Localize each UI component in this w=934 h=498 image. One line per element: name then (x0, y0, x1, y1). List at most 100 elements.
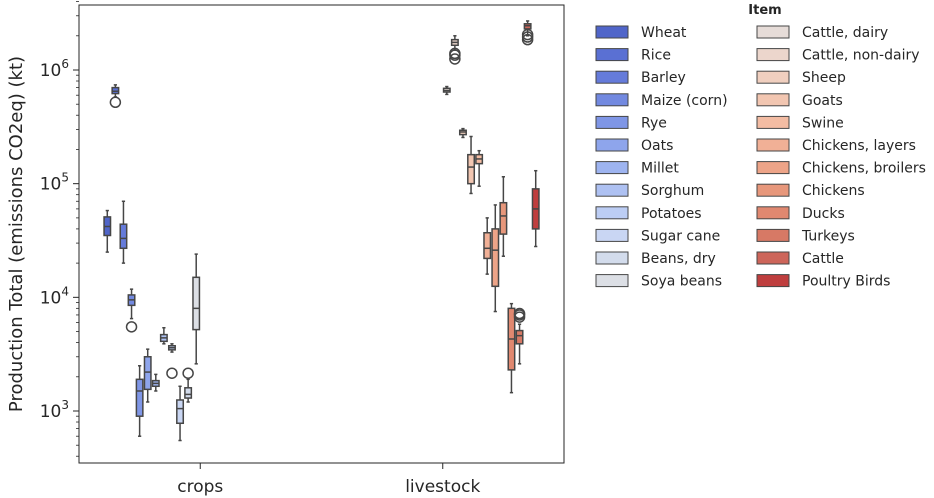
legend-label: Sugar cane (641, 228, 720, 244)
flier-point (513, 307, 526, 320)
legend-label: Potatoes (641, 206, 702, 222)
legend-label: Ducks (802, 206, 845, 222)
legend-item-rye: Rye (595, 115, 667, 131)
flier-point (449, 53, 461, 65)
legend-item-rice: Rice (595, 48, 671, 64)
y-axis: Production Total (emissions CO2eq) (kt) … (6, 1, 79, 457)
legend-item-sheep: Sheep (756, 70, 846, 86)
box-iqr (467, 153, 476, 185)
legend-label: Oats (641, 138, 673, 154)
y-tick-label: 105 (40, 171, 69, 195)
legend-swatch (595, 138, 629, 152)
x-tick-label: livestock (405, 477, 480, 497)
box-iqr (143, 356, 152, 391)
legend-label: Goats (802, 93, 843, 109)
legend-swatch (756, 115, 790, 129)
legend-swatch (595, 274, 629, 288)
flier-point (521, 28, 534, 41)
legend-swatch (595, 25, 629, 39)
legend-item-cattle-non-dairy: Cattle, non-dairy (756, 48, 920, 64)
legend-item-cattle-dairy: Cattle, dairy (756, 25, 888, 41)
legend-swatch (756, 70, 790, 84)
y-tick-label: 103 (40, 398, 69, 422)
legend-label: Barley (641, 70, 686, 86)
y-tick-exponent: 6 (61, 57, 69, 71)
legend-swatch (595, 251, 629, 265)
flier-point (166, 367, 178, 379)
box-oats (143, 348, 152, 403)
legend-item-ducks: Ducks (756, 206, 845, 222)
box-goats (467, 135, 476, 195)
x-tick-label: crops (177, 477, 223, 497)
y-tick-exponent: 5 (61, 171, 69, 185)
legend-item-goats: Goats (756, 93, 843, 109)
box-sheep (458, 127, 467, 139)
legend: Item Wheat Rice Barley Maize (corn) Rye Oats M… (595, 3, 926, 290)
box-cattle-dairy (442, 85, 451, 96)
legend-item-soya-beans: Soya beans (595, 274, 722, 290)
legend-item-oats: Oats (595, 138, 673, 154)
box-rice (109, 84, 122, 109)
legend-label: Cattle, dairy (802, 25, 888, 41)
legend-swatch (595, 93, 629, 107)
legend-item-poultry-birds: Poultry Birds (756, 274, 890, 290)
box-cattle (521, 20, 534, 46)
box-ducks (507, 302, 516, 394)
legend-item-swine: Swine (756, 115, 844, 131)
legend-label: Sorghum (641, 183, 704, 199)
legend-swatch (756, 228, 790, 242)
box-sugar-cane (176, 385, 185, 442)
legend-label: Chickens, broilers (802, 161, 926, 177)
legend-swatch (595, 70, 629, 84)
legend-title: Item (748, 3, 781, 18)
legend-swatch (756, 25, 790, 39)
plot-area (78, 4, 565, 464)
legend-label: Beans, dry (641, 251, 716, 267)
box-poultry-birds (531, 169, 540, 248)
y-axis-label: Production Total (emissions CO2eq) (kt) (6, 56, 27, 412)
box-chickens (499, 176, 508, 257)
box-iqr (135, 378, 144, 417)
legend-label: Chickens, layers (802, 138, 916, 154)
legend-item-wheat: Wheat (595, 25, 687, 41)
box-iqr (515, 329, 524, 345)
legend-item-chickens-broilers: Chickens, broilers (756, 161, 926, 177)
box-iqr (176, 399, 185, 425)
box-cattle-non-dairy (449, 35, 461, 65)
legend-label: Sheep (802, 70, 846, 86)
legend-swatch (756, 161, 790, 175)
legend-label: Cattle (802, 251, 844, 267)
legend-label: Rye (641, 115, 667, 131)
legend-label: Swine (802, 115, 844, 131)
legend-item-chickens: Chickens (756, 183, 865, 199)
legend-label: Poultry Birds (802, 274, 890, 290)
legend-item-barley: Barley (595, 70, 686, 86)
legend-swatch (595, 115, 629, 129)
legend-label: Chickens (802, 183, 865, 199)
box-iqr (483, 231, 492, 260)
legend-item-potatoes: Potatoes (595, 206, 702, 222)
legend-item-beans-dry: Beans, dry (595, 251, 716, 267)
box-swine (475, 149, 484, 187)
legend-swatch (756, 93, 790, 107)
y-ticks: 103 104 105 106 (40, 1, 79, 457)
legend-item-sorghum: Sorghum (595, 183, 704, 199)
box-soya-beans (192, 253, 201, 365)
box-iqr (119, 223, 128, 250)
legend-swatch (595, 48, 629, 62)
box-wheat (103, 209, 112, 253)
flier-point (182, 367, 194, 379)
y-tick-label: 104 (40, 284, 69, 308)
y-tick-exponent: 4 (61, 284, 69, 298)
legend-label: Maize (corn) (641, 93, 728, 109)
legend-swatch (756, 48, 790, 62)
legend-label: Wheat (641, 25, 687, 41)
legend-swatch (756, 274, 790, 288)
legend-item-cattle: Cattle (756, 251, 844, 267)
y-tick-label: 106 (40, 57, 69, 81)
legend-label: Rice (641, 48, 671, 64)
box-rye (135, 365, 144, 437)
legend-item-maize-corn: Maize (corn) (595, 93, 728, 109)
legend-swatch (595, 206, 629, 220)
